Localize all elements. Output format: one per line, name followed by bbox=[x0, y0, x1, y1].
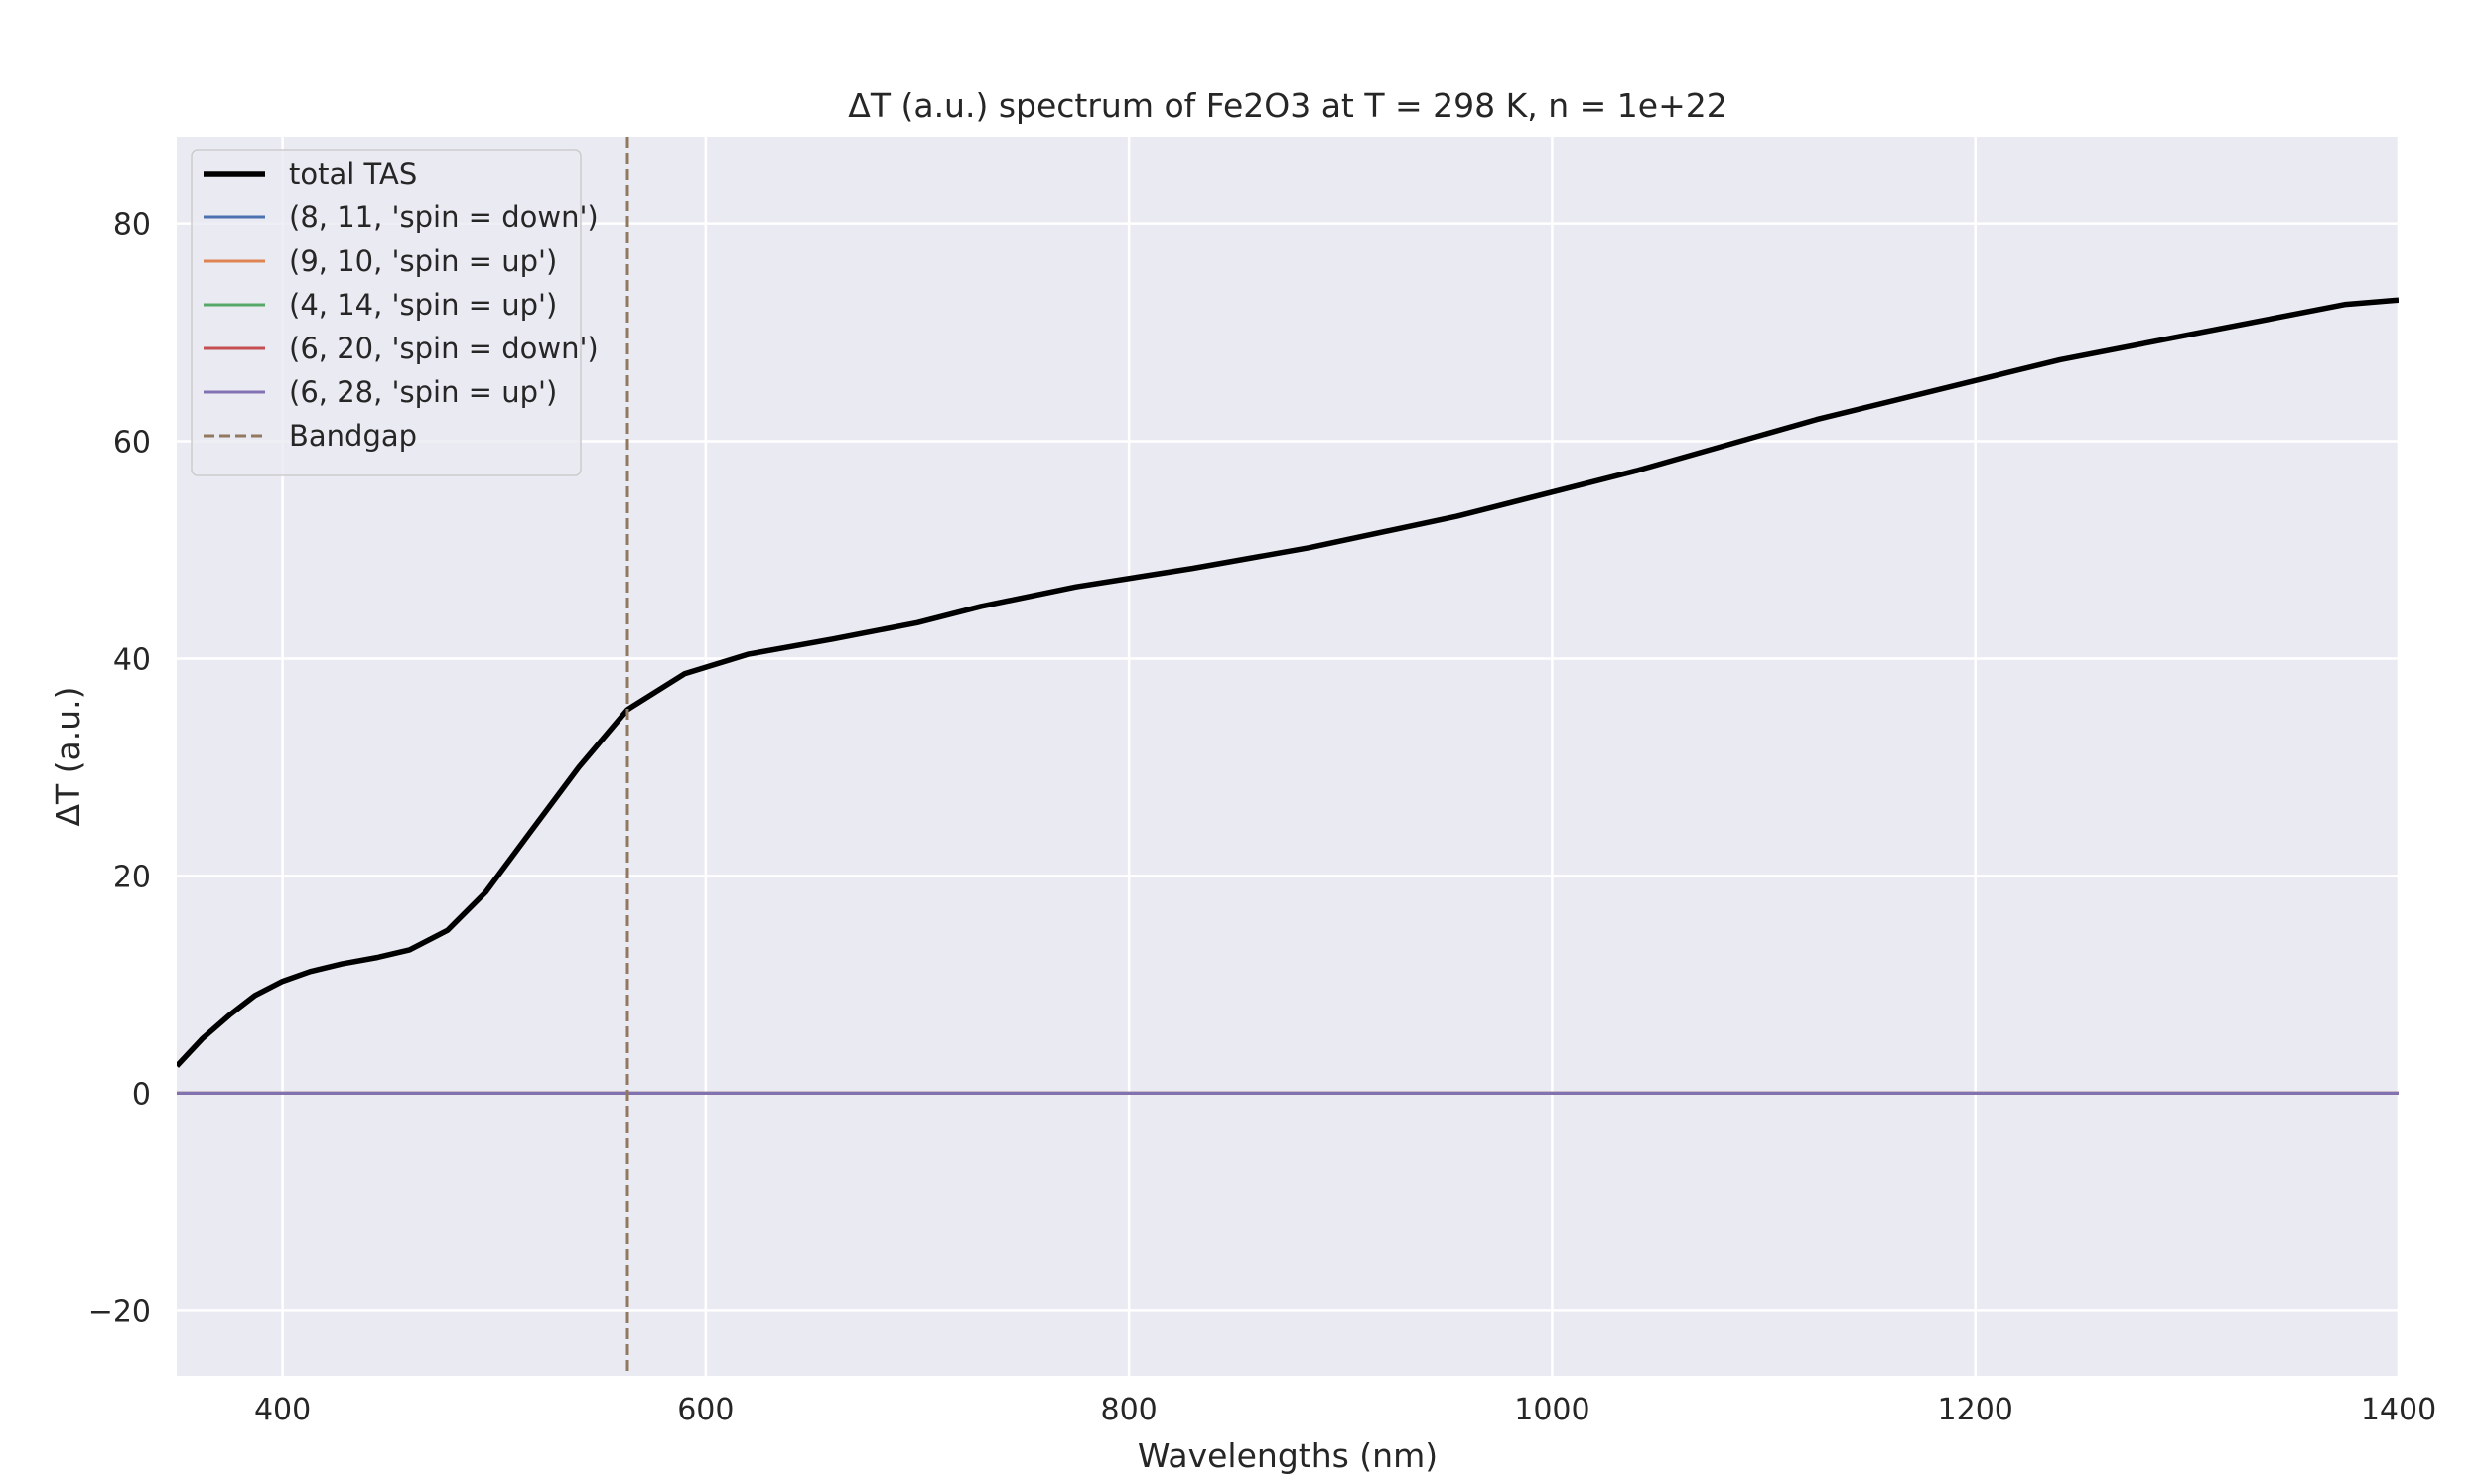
legend-box bbox=[191, 149, 582, 476]
y-tick-label: 20 bbox=[113, 860, 151, 894]
legend-label: (9, 10, 'spin = up') bbox=[289, 244, 557, 278]
legend-label: (6, 28, 'spin = up') bbox=[289, 375, 557, 409]
legend: total TAS (8, 11, 'spin = down') (9, 10, '… bbox=[191, 149, 599, 476]
y-axis: −20 0 20 40 60 80 bbox=[88, 208, 151, 1330]
x-tick-label: 1200 bbox=[1938, 1393, 2013, 1427]
legend-label: (4, 14, 'spin = up') bbox=[289, 288, 557, 322]
x-tick-label: 400 bbox=[254, 1393, 311, 1427]
x-tick-label: 1400 bbox=[2361, 1393, 2436, 1427]
y-tick-label: 80 bbox=[113, 208, 151, 243]
y-tick-label: 40 bbox=[113, 642, 151, 677]
y-tick-label: 0 bbox=[132, 1077, 151, 1112]
x-axis: 400 600 800 1000 1200 1400 bbox=[254, 1393, 2436, 1427]
x-tick-label: 600 bbox=[677, 1393, 734, 1427]
y-axis-label: ΔT (a.u.) bbox=[49, 686, 87, 826]
series-line bbox=[177, 297, 2399, 1068]
x-tick-label: 1000 bbox=[1514, 1393, 1589, 1427]
legend-label: total TAS bbox=[289, 157, 417, 191]
y-tick-label: −20 bbox=[88, 1294, 151, 1329]
plot-area bbox=[177, 137, 2399, 1376]
chart-title: ΔT (a.u.) spectrum of Fe2O3 at T = 298 K… bbox=[848, 86, 1726, 125]
x-tick-label: 800 bbox=[1101, 1393, 1158, 1427]
legend-label: (8, 11, 'spin = down') bbox=[289, 201, 599, 234]
legend-label: (6, 20, 'spin = down') bbox=[289, 332, 599, 365]
x-axis-label: Wavelengths (nm) bbox=[1138, 1436, 1438, 1475]
y-tick-label: 60 bbox=[113, 426, 151, 461]
legend-label: Bandgap bbox=[289, 419, 417, 453]
